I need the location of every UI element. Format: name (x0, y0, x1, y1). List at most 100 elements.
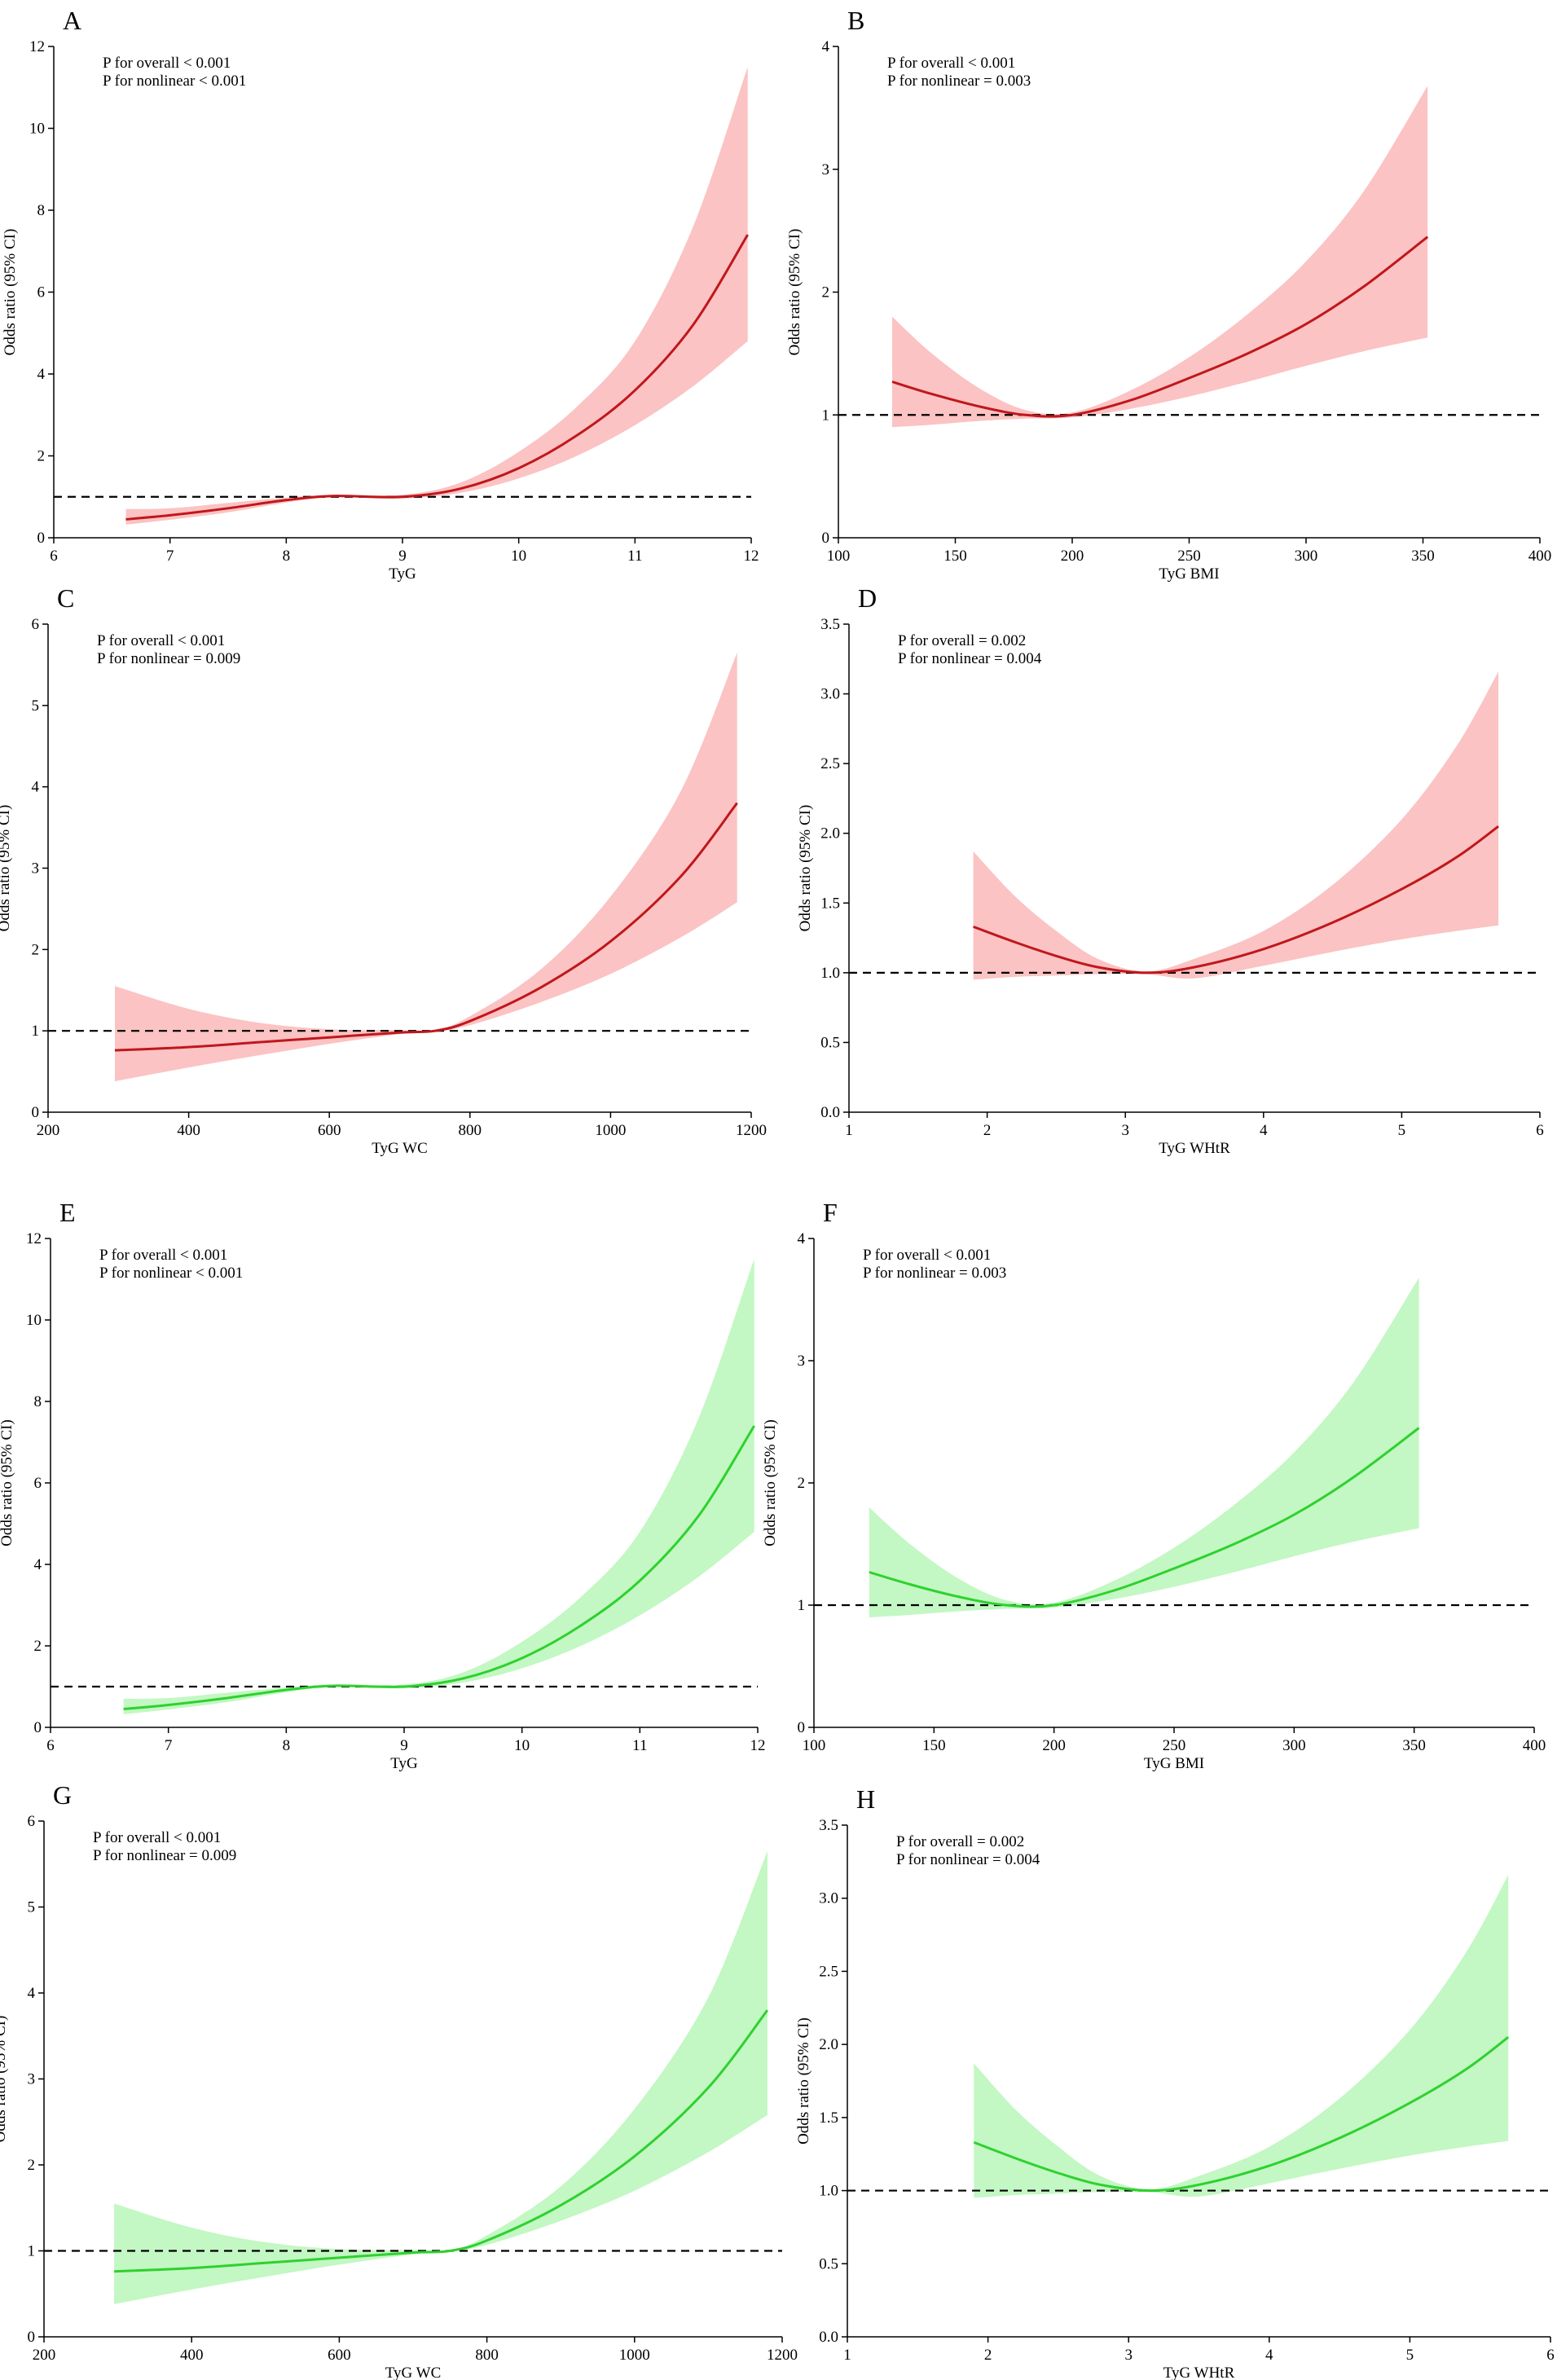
panel-d-y-tick-label: 3.5 (820, 616, 840, 633)
panel-e-y-tick-label: 4 (34, 1556, 42, 1573)
panel-h: 0.0 0.5 1.0 1.5 2.0 2.5 3.0 3.5 1 2 3 4 5 6 TyG WHtR Od… (795, 1784, 1555, 2380)
panel-f-y-tick-label: 3 (798, 1353, 806, 1370)
panel-d-x-tick-label: 5 (1398, 1122, 1406, 1139)
panel-d-x-tick-label: 1 (845, 1122, 853, 1139)
panel-h-p-overall: P for overall = 0.002 (896, 1833, 1024, 1850)
panel-h-y-tick-label: 0.5 (819, 2255, 838, 2272)
panel-e-x-tick-label: 6 (46, 1737, 55, 1754)
panel-g: 0 1 2 3 4 5 6 200 400 600 800 1000 1200 TyG WC Odds ra… (0, 1780, 798, 2380)
panel-h-ci-band (974, 1875, 1509, 2198)
panel-f-x-tick-label: 400 (1523, 1737, 1546, 1754)
panel-e-p-overall: P for overall < 0.001 (99, 1247, 227, 1264)
panel-f-x-tick-label: 250 (1163, 1737, 1186, 1754)
panel-c-y-tick-label: 2 (32, 941, 40, 958)
panel-b-y-tick-label: 3 (822, 161, 830, 178)
panel-e-x-tick-label: 12 (750, 1737, 766, 1754)
panel-e-y-tick-label: 12 (26, 1230, 42, 1247)
panel-c-y-tick-label: 4 (32, 779, 40, 796)
panel-f-y-axis-title: Odds ratio (95% CI) (762, 1419, 779, 1546)
panel-b-y-tick-label: 0 (822, 530, 830, 547)
panel-h-y-tick-label: 0.0 (819, 2329, 838, 2346)
panel-d-x-tick-label: 4 (1260, 1122, 1268, 1139)
panel-h-y-tick-label: 2.0 (819, 2036, 838, 2053)
panel-f-y-tick-label: 1 (798, 1597, 806, 1614)
panel-c-y-tick-label: 6 (32, 616, 40, 633)
panel-d-y-tick-label: 0.0 (820, 1104, 840, 1121)
panel-e-y-tick-label: 10 (26, 1312, 42, 1329)
panel-f-or-curve (869, 1427, 1420, 1608)
panel-f-x-axis-title: TyG BMI (1144, 1755, 1204, 1772)
panel-c: 0 1 2 3 4 5 6 200 400 600 800 1000 1200 TyG WC Odds ra… (0, 583, 767, 1157)
panel-c-x-tick-label: 1200 (736, 1122, 767, 1139)
panel-a-x-axis-title: TyG (389, 565, 416, 583)
panel-a: 0 2 4 6 8 10 12 6 7 8 9 10 11 12 TyG Odds ratio (95% CI… (2, 6, 759, 583)
panel-g-p-nonlinear: P for nonlinear = 0.009 (93, 1847, 236, 1864)
panel-a-y-tick-label: 12 (29, 38, 45, 55)
panel-a-ci-band (125, 67, 748, 525)
panel-a-y-tick-label: 2 (37, 448, 46, 465)
panel-d-y-tick-label: 1.5 (820, 895, 840, 912)
panel-f-letter: F (823, 1198, 838, 1227)
panel-c-p-overall: P for overall < 0.001 (97, 632, 225, 649)
panel-h-x-tick-label: 1 (843, 2347, 851, 2364)
panel-h-x-tick-label: 5 (1406, 2347, 1414, 2364)
panel-e-x-tick-label: 7 (165, 1737, 173, 1754)
panel-a-p-nonlinear: P for nonlinear < 0.001 (103, 73, 246, 90)
panel-d-x-tick-label: 6 (1536, 1122, 1544, 1139)
panel-b-x-tick-label: 300 (1295, 548, 1318, 565)
panel-h-x-tick-label: 4 (1265, 2347, 1273, 2364)
panel-g-x-tick-label: 1200 (767, 2347, 798, 2364)
panel-c-x-tick-label: 600 (318, 1122, 341, 1139)
panel-a-y-axis-title: Odds ratio (95% CI) (2, 229, 19, 356)
panel-d-letter: D (858, 583, 877, 613)
panel-f: 0 1 2 3 4 100 150 200 250 300 350 400 TyG BMI Odds ra… (762, 1198, 1546, 1772)
panel-a-x-tick-label: 8 (283, 548, 291, 565)
panel-h-y-tick-label: 2.5 (819, 1963, 838, 1980)
panel-f-x-tick-label: 200 (1042, 1737, 1066, 1754)
panel-h-or-curve (973, 2036, 1510, 2193)
panel-g-x-tick-label: 1000 (619, 2347, 650, 2364)
panel-b-x-tick-label: 250 (1177, 548, 1201, 565)
panel-h-y-tick-label: 1.5 (819, 2109, 838, 2127)
panel-g-x-tick-label: 200 (33, 2347, 56, 2364)
panel-g-x-axis-title: TyG WC (385, 2365, 442, 2380)
panel-e-y-tick-label: 6 (34, 1475, 42, 1492)
panel-g-y-tick-label: 2 (28, 2157, 36, 2174)
panel-g-x-tick-label: 800 (475, 2347, 499, 2364)
panel-h-y-tick-label: 1.0 (819, 2183, 838, 2200)
panel-a-x-tick-label: 11 (627, 548, 642, 565)
panel-g-or-curve (114, 2009, 769, 2273)
panel-f-p-overall: P for overall < 0.001 (863, 1247, 991, 1264)
panel-h-p-nonlinear: P for nonlinear = 0.004 (896, 1851, 1040, 1868)
panel-h-y-axis-title: Odds ratio (95% CI) (795, 2017, 812, 2145)
panel-h-x-axis-title: TyG WHtR (1163, 2365, 1235, 2380)
panel-b-x-tick-label: 400 (1528, 548, 1552, 565)
panel-c-x-tick-label: 400 (177, 1122, 200, 1139)
panel-b-x-tick-label: 350 (1411, 548, 1435, 565)
panel-e-x-tick-label: 8 (283, 1737, 291, 1754)
panel-b-y-tick-label: 2 (822, 284, 830, 301)
panel-f-x-tick-label: 300 (1282, 1737, 1306, 1754)
panel-d-p-nonlinear: P for nonlinear = 0.004 (898, 650, 1042, 667)
panel-g-y-tick-label: 6 (28, 1813, 36, 1830)
panel-b-x-tick-label: 150 (943, 548, 967, 565)
panel-c-p-nonlinear: P for nonlinear = 0.009 (97, 650, 240, 667)
panel-e-or-curve (123, 1425, 755, 1710)
panel-g-y-tick-label: 3 (28, 2071, 36, 2088)
panel-d-or-curve (973, 825, 1499, 974)
panel-c-or-curve (114, 802, 738, 1052)
panel-g-x-tick-label: 400 (180, 2347, 204, 2364)
panel-a-or-curve (125, 234, 749, 521)
panel-a-x-tick-label: 7 (166, 548, 174, 565)
panel-e-x-axis-title: TyG (390, 1755, 418, 1772)
panel-d-ci-band (973, 671, 1499, 980)
panel-g-y-tick-label: 0 (28, 2329, 36, 2346)
panel-b-x-axis-title: TyG BMI (1159, 565, 1219, 583)
panel-c-y-tick-label: 1 (32, 1023, 40, 1040)
panel-b-letter: B (847, 6, 864, 35)
panel-e-y-axis-title: Odds ratio (95% CI) (0, 1419, 15, 1546)
panel-d-x-tick-label: 3 (1121, 1122, 1129, 1139)
panel-d: 0.0 0.5 1.0 1.5 2.0 2.5 3.0 3.5 1 2 3 4 5 6 TyG WHtR Od… (797, 583, 1544, 1157)
panel-d-y-tick-label: 0.5 (820, 1034, 840, 1051)
